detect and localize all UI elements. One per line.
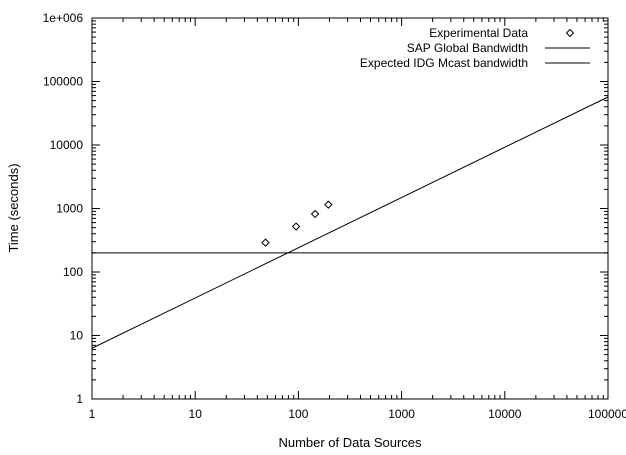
x-tick-label: 10000 [488, 407, 522, 421]
legend-marker [565, 28, 575, 38]
y-tick-label: 100000 [43, 75, 83, 89]
y-tick-label: 1000 [56, 202, 83, 216]
legend-label: Experimental Data [429, 26, 528, 40]
y-tick-label: 10 [70, 329, 84, 343]
series-markers [261, 200, 333, 247]
data-point [291, 222, 301, 231]
x-tick-label: 1000 [388, 407, 415, 421]
y-axis-ticks: 1 10 100 1000 10000 100000 1e+006 [43, 11, 608, 406]
y-tick-label: 1e+006 [43, 11, 84, 25]
x-tick-label: 100000 [588, 407, 626, 421]
data-point [261, 238, 270, 247]
y-tick-label: 1 [76, 392, 83, 406]
series-line [91, 96, 609, 349]
x-axis-ticks: 1 10 100 1000 10000 100000 [89, 18, 626, 421]
legend-label: Expected IDG Mcast bandwidth [360, 56, 528, 70]
data-point [310, 209, 320, 219]
series-lines [91, 96, 609, 349]
data-point [324, 200, 333, 209]
x-tick-label: 1 [89, 407, 96, 421]
y-tick-label: 100 [63, 265, 83, 279]
legend-label: SAP Global Bandwidth [407, 41, 528, 55]
x-tick-label: 100 [288, 407, 308, 421]
y-tick-label: 10000 [50, 138, 84, 152]
x-axis-label: Number of Data Sources [278, 435, 422, 450]
y-axis-label: Time (seconds) [6, 163, 21, 252]
plot-frame [91, 17, 609, 400]
x-tick-label: 10 [189, 407, 203, 421]
